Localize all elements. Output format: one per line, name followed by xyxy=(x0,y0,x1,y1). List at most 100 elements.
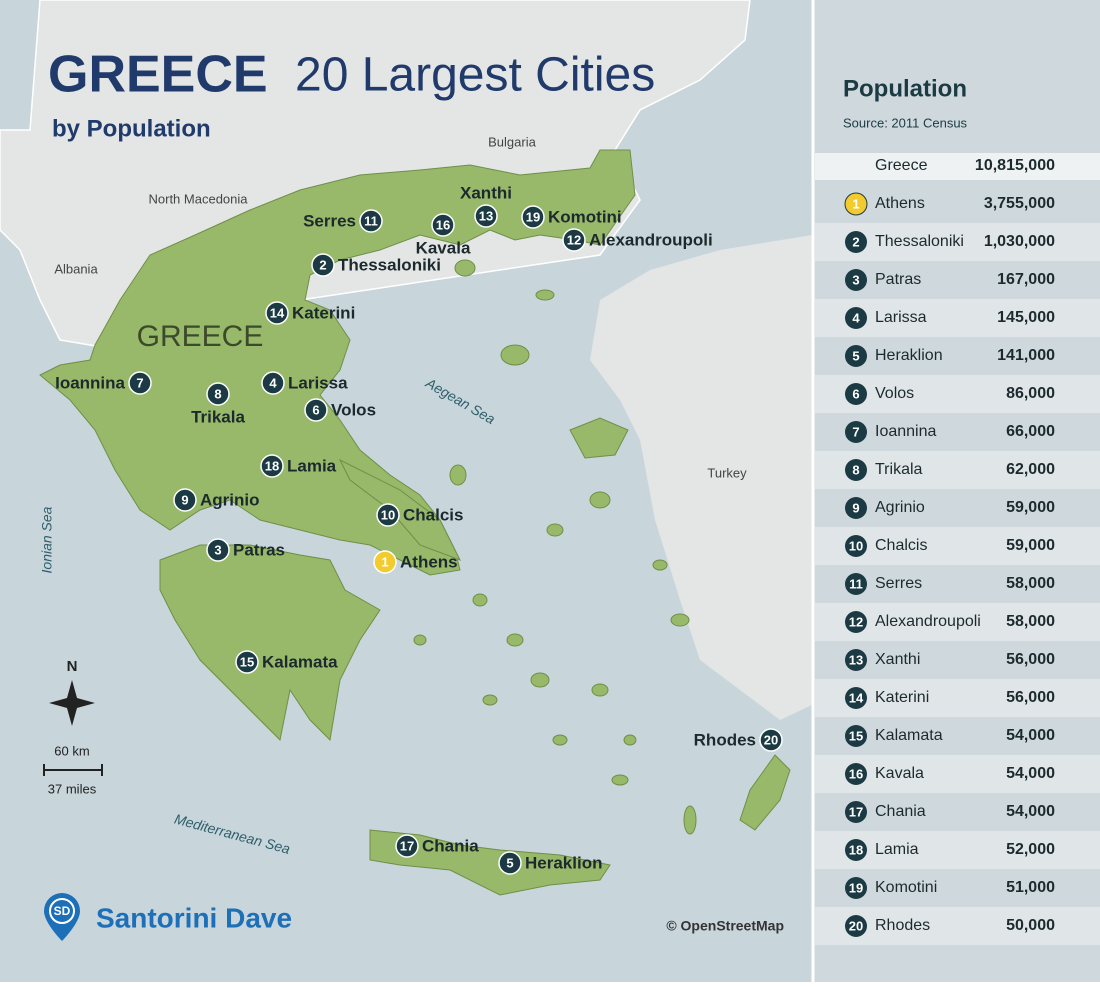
city-marker xyxy=(521,205,545,229)
table-city: Chania xyxy=(875,803,926,820)
table-rank: 15 xyxy=(849,728,863,743)
city-marker xyxy=(173,488,197,512)
logo-text: SD xyxy=(54,904,71,918)
city-rank: 18 xyxy=(265,458,279,473)
turkey-land xyxy=(590,235,812,720)
city-label: Thessaloniki xyxy=(338,255,441,274)
table-rank: 17 xyxy=(849,804,863,819)
sea-name: Ionian Sea xyxy=(39,506,55,573)
table-city: Chalcis xyxy=(875,537,927,554)
table-population: 66,000 xyxy=(1006,423,1055,440)
logo-pin xyxy=(44,893,80,941)
country-label: GREECE xyxy=(137,320,264,353)
table-rank: 13 xyxy=(849,652,863,667)
table-population: 51,000 xyxy=(1006,879,1055,896)
islands xyxy=(413,259,697,835)
city-marker xyxy=(498,851,522,875)
city-rank: 10 xyxy=(381,507,395,522)
euboea xyxy=(338,458,462,561)
peloponnese xyxy=(159,544,381,742)
table-population: 54,000 xyxy=(1006,765,1055,782)
table-rank: 7 xyxy=(852,424,859,439)
table-city: Kavala xyxy=(875,765,924,782)
city-label: Katerini xyxy=(292,303,355,322)
table-rank-marker xyxy=(845,269,867,291)
table-rank-marker xyxy=(845,687,867,709)
city-label: Chania xyxy=(422,836,479,855)
table-city: Patras xyxy=(875,271,921,288)
city-marker xyxy=(359,209,383,233)
city-label: Lamia xyxy=(287,456,337,475)
table-population: 167,000 xyxy=(997,271,1055,288)
table-rank-marker xyxy=(845,421,867,443)
city-label: Heraklion xyxy=(525,853,602,872)
table-city: Xanthi xyxy=(875,651,920,668)
table-population: 59,000 xyxy=(1006,499,1055,516)
table-rank-marker xyxy=(845,535,867,557)
city-marker xyxy=(206,538,230,562)
table-rank: 20 xyxy=(849,918,863,933)
table-population: 62,000 xyxy=(1006,461,1055,478)
city-rank: 8 xyxy=(214,386,221,401)
crete xyxy=(369,829,611,896)
city-marker xyxy=(260,454,284,478)
table-rank: 12 xyxy=(849,614,863,629)
table-rank: 8 xyxy=(852,462,859,477)
table-rank-marker xyxy=(845,611,867,633)
city-marker xyxy=(562,228,586,252)
table-city: Athens xyxy=(875,195,925,212)
table-rank-marker xyxy=(845,725,867,747)
country-name: Turkey xyxy=(707,465,747,480)
table-rank: 3 xyxy=(852,272,859,287)
compass-label: N xyxy=(67,658,78,675)
city-marker xyxy=(235,650,259,674)
table-population: 141,000 xyxy=(997,347,1055,364)
table-city: Trikala xyxy=(875,461,923,478)
city-rank: 9 xyxy=(181,492,188,507)
compass xyxy=(49,680,95,726)
table-rank: 19 xyxy=(849,880,863,895)
city-label: Athens xyxy=(400,552,458,571)
table-rank: 10 xyxy=(849,538,863,553)
table-city: Komotini xyxy=(875,879,937,896)
city-marker xyxy=(373,550,397,574)
table-rank-marker xyxy=(845,383,867,405)
city-rank: 2 xyxy=(319,257,326,272)
attribution: © OpenStreetMap xyxy=(666,918,784,934)
table-rank-marker xyxy=(845,307,867,329)
table-rank-marker xyxy=(845,573,867,595)
table-city: Katerini xyxy=(875,689,929,706)
city-label: Trikala xyxy=(191,407,245,426)
city-marker xyxy=(311,253,335,277)
total-population: 10,815,000 xyxy=(975,157,1055,174)
city-marker xyxy=(395,834,419,858)
subtitle: by Population xyxy=(52,115,211,142)
city-label: Komotini xyxy=(548,207,622,226)
city-marker xyxy=(261,371,285,395)
table-rank: 14 xyxy=(849,690,864,705)
table-population: 56,000 xyxy=(1006,689,1055,706)
table-city: Larissa xyxy=(875,309,927,326)
city-marker xyxy=(128,371,152,395)
table-city: Heraklion xyxy=(875,347,943,364)
table-rank: 6 xyxy=(852,386,859,401)
country-name: Albania xyxy=(54,261,98,276)
city-label: Chalcis xyxy=(403,505,463,524)
city-marker xyxy=(265,301,289,325)
table-city: Rhodes xyxy=(875,917,930,934)
table-rank-marker xyxy=(845,877,867,899)
city-label: Rhodes xyxy=(694,730,756,749)
city-rank: 19 xyxy=(526,209,540,224)
table-title: Population xyxy=(843,75,967,102)
table-rank: 11 xyxy=(849,576,863,591)
rhodes-island xyxy=(739,754,791,831)
table-city: Serres xyxy=(875,575,922,592)
city-label: Volos xyxy=(331,400,376,419)
city-rank: 20 xyxy=(764,732,778,747)
total-row-bg xyxy=(815,153,1100,180)
table-population: 145,000 xyxy=(997,309,1055,326)
city-rank: 6 xyxy=(312,402,319,417)
table-rank-marker xyxy=(845,763,867,785)
table-population: 56,000 xyxy=(1006,651,1055,668)
city-rank: 15 xyxy=(240,654,254,669)
